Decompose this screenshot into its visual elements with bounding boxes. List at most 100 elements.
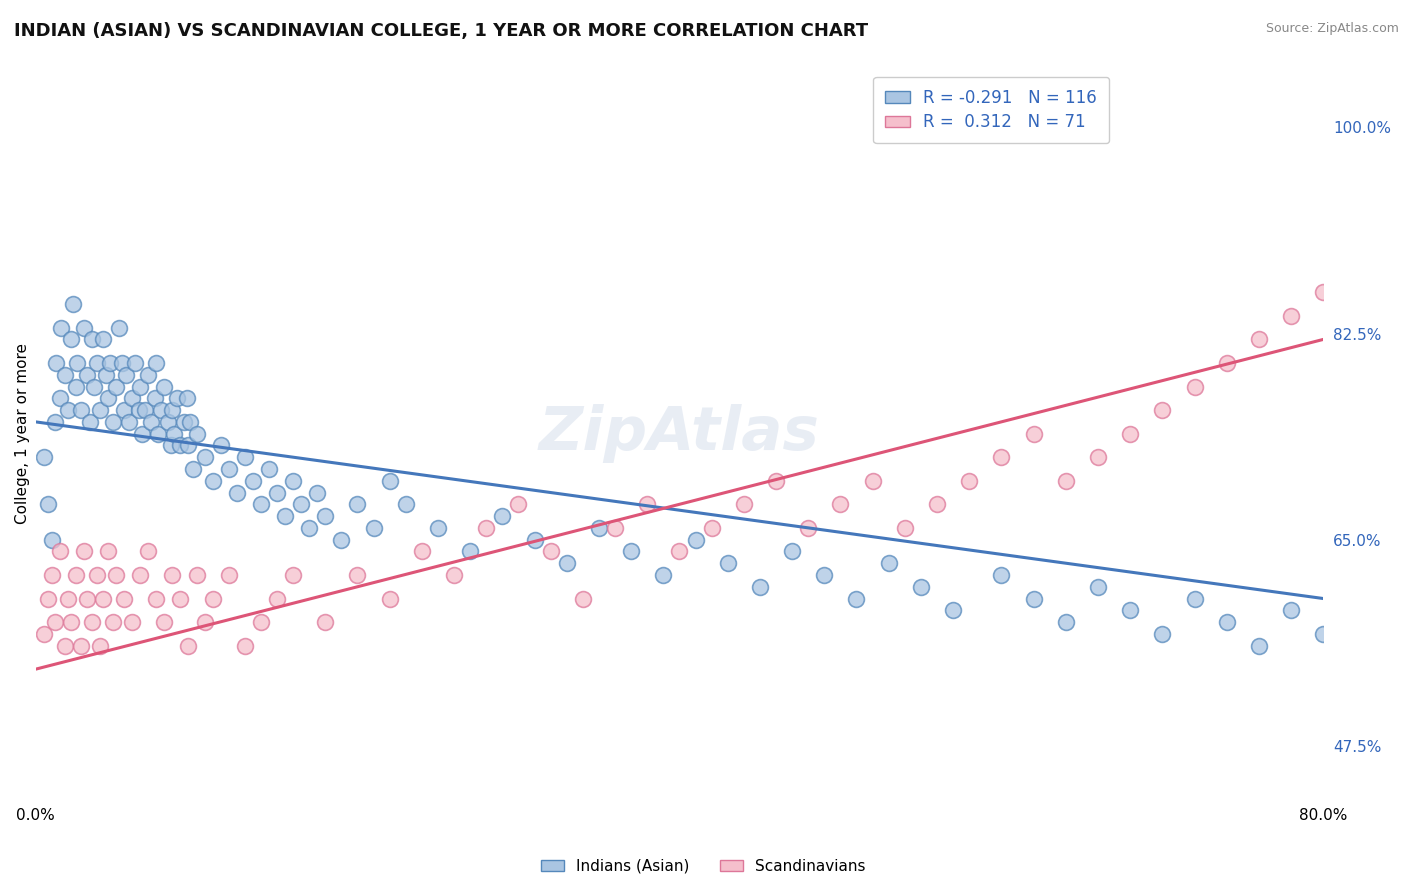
Point <box>86 568 108 582</box>
Point <box>990 450 1012 465</box>
Point <box>314 615 336 629</box>
Point <box>620 544 643 558</box>
Point <box>894 521 917 535</box>
Point <box>41 533 63 547</box>
Point <box>156 415 179 429</box>
Point <box>1215 356 1237 370</box>
Point <box>62 297 84 311</box>
Point <box>780 544 803 558</box>
Point <box>162 568 184 582</box>
Point <box>1087 450 1109 465</box>
Point <box>169 591 191 606</box>
Point <box>153 615 176 629</box>
Point <box>166 392 188 406</box>
Point <box>177 639 200 653</box>
Point <box>80 333 103 347</box>
Point <box>330 533 353 547</box>
Point <box>101 615 124 629</box>
Point <box>105 568 128 582</box>
Point <box>111 356 134 370</box>
Point <box>426 521 449 535</box>
Point <box>990 568 1012 582</box>
Point <box>209 438 232 452</box>
Text: ZipAtlas: ZipAtlas <box>538 404 820 463</box>
Point <box>141 415 163 429</box>
Point <box>378 591 401 606</box>
Point <box>797 521 820 535</box>
Point <box>845 591 868 606</box>
Point <box>76 368 98 382</box>
Point <box>1022 426 1045 441</box>
Point <box>242 474 264 488</box>
Point <box>1184 591 1206 606</box>
Point <box>475 521 498 535</box>
Point <box>508 497 530 511</box>
Point <box>159 438 181 452</box>
Point <box>91 333 114 347</box>
Point <box>118 415 141 429</box>
Point <box>1087 580 1109 594</box>
Point <box>53 639 76 653</box>
Point <box>668 544 690 558</box>
Point <box>48 544 70 558</box>
Point <box>89 639 111 653</box>
Point <box>112 591 135 606</box>
Point <box>179 415 201 429</box>
Point <box>1215 615 1237 629</box>
Point <box>910 580 932 594</box>
Point <box>957 474 980 488</box>
Point <box>1312 627 1334 641</box>
Point <box>37 591 59 606</box>
Point <box>136 368 159 382</box>
Point <box>1247 639 1270 653</box>
Point <box>59 615 82 629</box>
Point <box>1376 214 1399 228</box>
Point <box>86 356 108 370</box>
Point <box>131 426 153 441</box>
Point <box>150 403 173 417</box>
Point <box>266 485 288 500</box>
Point <box>134 403 156 417</box>
Point <box>145 591 167 606</box>
Point <box>1152 627 1174 641</box>
Point <box>1119 426 1142 441</box>
Point <box>65 379 87 393</box>
Point <box>98 356 121 370</box>
Point <box>51 320 73 334</box>
Point <box>69 639 91 653</box>
Point <box>176 392 198 406</box>
Point <box>458 544 481 558</box>
Point <box>80 615 103 629</box>
Text: Source: ZipAtlas.com: Source: ZipAtlas.com <box>1265 22 1399 36</box>
Point <box>523 533 546 547</box>
Point <box>1054 474 1077 488</box>
Point <box>108 320 131 334</box>
Point <box>41 568 63 582</box>
Point <box>32 450 55 465</box>
Point <box>186 568 208 582</box>
Point <box>163 426 186 441</box>
Point <box>1279 603 1302 617</box>
Point <box>298 521 321 535</box>
Point <box>588 521 610 535</box>
Point <box>250 497 273 511</box>
Point <box>733 497 755 511</box>
Point <box>257 462 280 476</box>
Point <box>145 356 167 370</box>
Point <box>69 403 91 417</box>
Point <box>1361 238 1384 252</box>
Point <box>162 403 184 417</box>
Point <box>177 438 200 452</box>
Point <box>186 426 208 441</box>
Point <box>281 568 304 582</box>
Point <box>129 379 152 393</box>
Point <box>129 568 152 582</box>
Point <box>44 615 66 629</box>
Point <box>97 544 120 558</box>
Point <box>652 568 675 582</box>
Point <box>717 556 740 570</box>
Point <box>1344 261 1367 276</box>
Point <box>114 368 136 382</box>
Point <box>124 356 146 370</box>
Point <box>76 591 98 606</box>
